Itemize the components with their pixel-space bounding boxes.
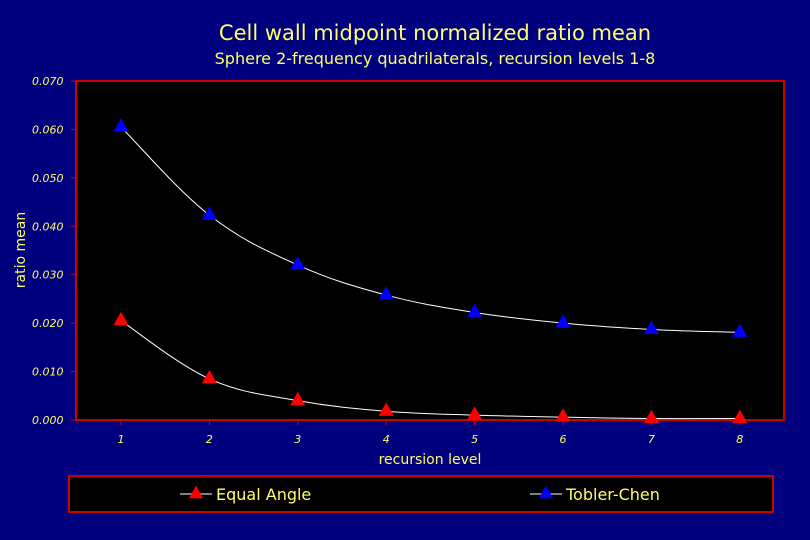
y-tick-label: 0.000	[32, 414, 64, 427]
legend-box	[68, 475, 774, 513]
data-point-tobler-chen	[732, 323, 748, 337]
y-tick-label: 0.050	[32, 172, 64, 185]
data-point-equal-angle	[732, 409, 748, 424]
legend-marker-tobler-chen	[539, 485, 553, 499]
data-point-equal-angle	[467, 406, 483, 420]
data-point-tobler-chen	[467, 303, 483, 318]
data-point-tobler-chen	[201, 206, 217, 220]
y-axis-label: ratio mean	[13, 212, 29, 288]
chart-title: Cell wall midpoint normalized ratio mean	[219, 21, 651, 45]
x-tick-label: 2	[206, 433, 213, 446]
legend-label-equal-angle: Equal Angle	[216, 485, 311, 504]
data-point-equal-angle	[378, 402, 394, 416]
x-tick-label: 5	[471, 433, 478, 446]
x-axis-ticks: 1 2 3 4 5 6 7 8	[118, 420, 743, 446]
data-point-equal-angle	[201, 369, 217, 384]
data-point-equal-angle	[290, 391, 306, 406]
y-tick-label: 0.030	[32, 269, 64, 282]
x-axis-label: recursion level	[379, 452, 482, 468]
y-tick-label: 0.010	[32, 366, 64, 379]
y-tick-label: 0.070	[32, 75, 64, 88]
y-tick-label: 0.060	[32, 123, 64, 136]
data-point-tobler-chen	[643, 320, 659, 335]
x-tick-label: 8	[736, 433, 743, 446]
x-tick-label: 1	[118, 433, 125, 446]
legend-marker-equal-angle	[189, 485, 203, 499]
series-markers	[113, 118, 748, 424]
data-point-tobler-chen	[113, 118, 129, 132]
y-axis-ticks: 0.000 0.010 0.020 0.030 0.040 0.050 0.060 0.070	[32, 75, 76, 427]
data-point-tobler-chen	[555, 314, 571, 328]
legend: Equal Angle Tobler-Chen	[180, 485, 660, 504]
x-tick-label: 3	[294, 433, 301, 446]
legend-label-tobler-chen: Tobler-Chen	[565, 485, 660, 504]
y-tick-label: 0.020	[32, 317, 64, 330]
data-point-tobler-chen	[290, 256, 306, 270]
data-point-equal-angle	[555, 408, 571, 422]
data-point-tobler-chen	[378, 286, 394, 300]
data-point-equal-angle	[643, 409, 659, 424]
data-point-equal-angle	[113, 311, 129, 326]
plot-area	[75, 80, 785, 421]
x-tick-label: 7	[648, 433, 655, 446]
chart-subtitle: Sphere 2-frequency quadrilaterals, recur…	[215, 49, 656, 68]
y-tick-label: 0.040	[32, 220, 64, 233]
x-tick-label: 4	[383, 433, 390, 446]
x-tick-label: 6	[560, 433, 567, 446]
